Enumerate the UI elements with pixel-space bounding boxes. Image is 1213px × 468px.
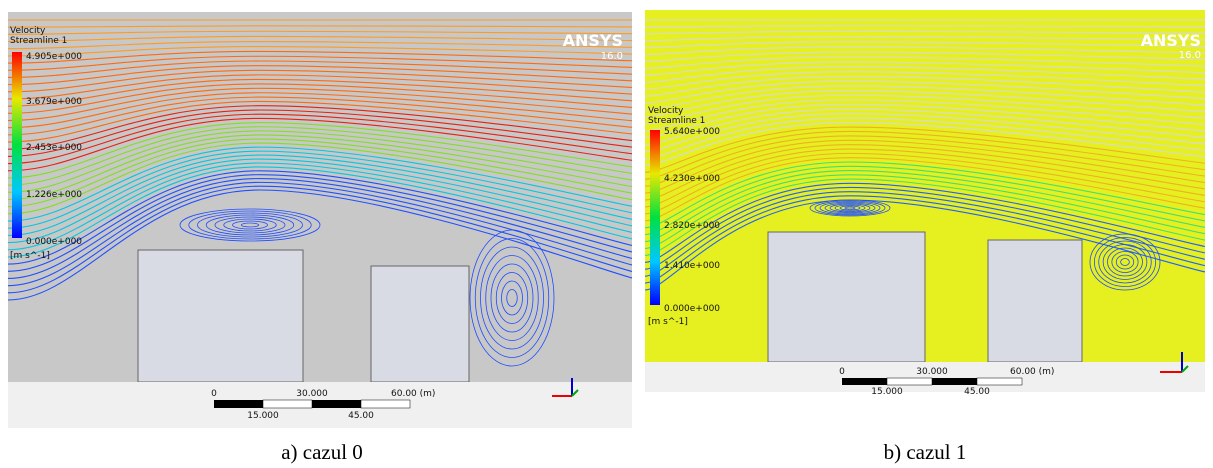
panel-a: Velocity Streamline 1 4.905e+000 3.679e+… — [8, 12, 632, 464]
legend-title: Velocity — [10, 26, 46, 36]
legend-label: 4.230e+000 — [664, 174, 720, 184]
scale-label: 15.000 — [247, 411, 279, 421]
caption: b) cazul 1 — [884, 440, 967, 464]
panel-b: Velocity Streamline 1 5.640e+000 4.230e+… — [645, 10, 1205, 464]
legend-unit: [m s^-1] — [648, 317, 688, 327]
caption: a) cazul 0 — [281, 440, 363, 464]
scale-bar — [842, 378, 887, 385]
figure: Velocity Streamline 1 4.905e+000 3.679e+… — [0, 0, 1213, 468]
color-bar — [12, 52, 22, 238]
legend-label: 2.820e+000 — [664, 221, 720, 231]
scale-label: 30.000 — [916, 367, 948, 377]
logo: ANSYS — [1141, 31, 1201, 50]
legend-subtitle: Streamline 1 — [10, 36, 67, 46]
scale-label: 30.000 — [296, 389, 328, 399]
scale-bar — [977, 378, 1022, 385]
building — [371, 266, 469, 382]
legend-label: 1.410e+000 — [664, 261, 720, 271]
scale-label: 60.00 (m) — [1010, 367, 1054, 377]
scale-bar — [887, 378, 932, 385]
version: 16.0 — [1179, 50, 1201, 61]
legend-subtitle: Streamline 1 — [648, 116, 705, 126]
scale-bar — [214, 400, 263, 408]
building — [988, 240, 1082, 362]
legend-label: 1.226e+000 — [26, 190, 82, 200]
logo: ANSYS — [563, 31, 623, 50]
scale-bar — [361, 400, 410, 408]
scale-label: 15.000 — [871, 387, 903, 397]
scale-label: 0 — [839, 367, 845, 377]
scale-label: 60.00 (m) — [391, 389, 435, 399]
building — [768, 232, 925, 362]
scale-bar — [312, 400, 361, 408]
scale-bar — [932, 378, 977, 385]
legend-label: 0.000e+000 — [664, 304, 720, 314]
scale-label: 0 — [211, 389, 217, 399]
legend-label: 0.000e+000 — [26, 237, 82, 247]
legend-label: 4.905e+000 — [26, 52, 82, 62]
scale-label: 45.00 — [964, 387, 990, 397]
legend-title: Velocity — [648, 106, 684, 116]
legend-label: 2.453e+000 — [26, 143, 82, 153]
legend-unit: [m s^-1] — [10, 251, 50, 261]
color-bar — [650, 130, 660, 305]
version: 16.0 — [601, 51, 623, 62]
scale-bar — [263, 400, 312, 408]
building — [138, 250, 303, 382]
legend-label: 5.640e+000 — [664, 127, 720, 137]
legend-label: 3.679e+000 — [26, 97, 82, 107]
scale-label: 45.00 — [348, 411, 374, 421]
